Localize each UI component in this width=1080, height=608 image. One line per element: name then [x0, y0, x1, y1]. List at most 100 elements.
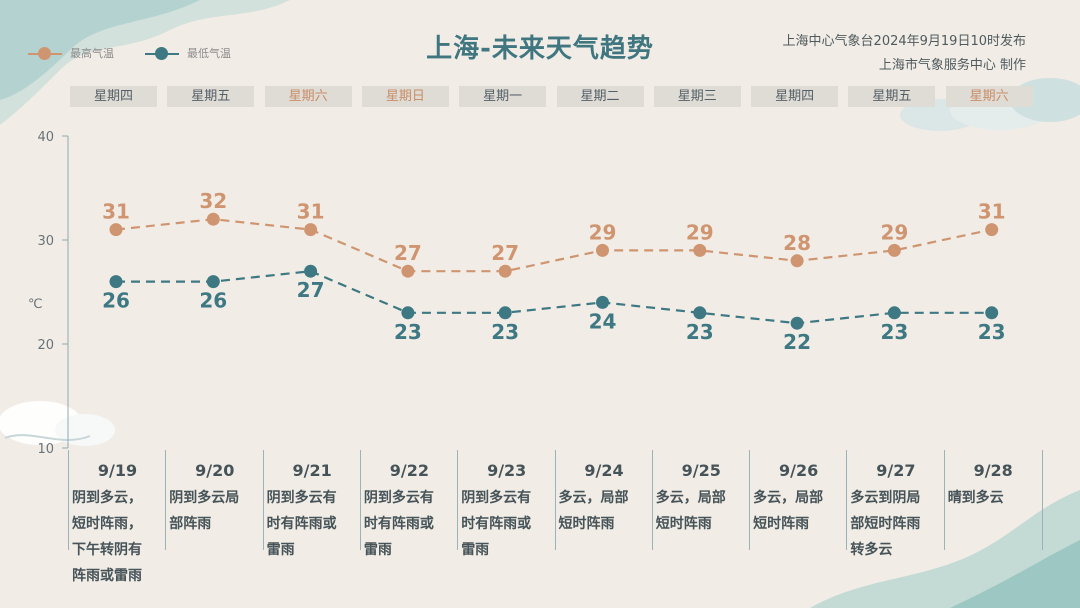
data-point-high — [401, 264, 415, 278]
forecast-day-column: 9/19 阴到多云， 短时阵雨， 下午转阴有 阵雨或雷雨 — [68, 450, 166, 584]
decor-top-left-wave — [0, 0, 290, 125]
page-title: 上海-未来天气趋势 — [426, 34, 654, 64]
data-point-high — [109, 223, 123, 237]
data-point-low — [109, 275, 123, 289]
data-label-low: 23 — [491, 320, 519, 344]
weekday-label: 星期五 — [167, 86, 255, 107]
data-point-low — [596, 295, 609, 309]
forecast-date: 9/25 — [681, 461, 721, 480]
forecast-weather-text: 多云到阴局 部短时阵雨 转多云 — [850, 490, 921, 558]
data-point-high — [693, 243, 707, 257]
forecast-weather-text: 阴到多云有 时有阵雨或 雷雨 — [461, 490, 532, 558]
forecast-day-column: 9/23 阴到多云有 时有阵雨或 雷雨 — [457, 450, 555, 558]
data-label-high: 29 — [880, 220, 908, 244]
forecast-date: 9/21 — [292, 461, 332, 480]
data-point-low — [887, 306, 901, 320]
y-tick-label: 10 — [37, 442, 54, 457]
weekday-label: 星期六 — [945, 86, 1033, 107]
data-point-low — [790, 316, 804, 330]
forecast-day-column: 9/27 多云到阴局 部短时阵雨 转多云 — [846, 450, 944, 558]
forecast-day-column: 9/21 阴到多云有 时有阵雨或 雷雨 — [262, 450, 361, 558]
forecast-date: 9/23 — [487, 461, 527, 480]
data-label-high: 27 — [394, 241, 422, 265]
legend-dot-high — [38, 47, 51, 60]
data-point-high — [985, 223, 999, 237]
data-point-low — [985, 306, 999, 320]
weekday-label: 星期五 — [848, 86, 936, 107]
forecast-weather-text: 多云，局部 短时阵雨 — [655, 490, 726, 532]
data-label-high: 32 — [199, 189, 227, 213]
forecast-date: 9/26 — [778, 461, 819, 480]
data-label-low: 23 — [686, 320, 714, 344]
data-label-low: 23 — [978, 320, 1006, 344]
forecast-day-column: 9/24 多云，局部 短时阵雨 — [554, 450, 653, 550]
forecast-weather-text: 多云，局部 短时阵雨 — [558, 490, 629, 532]
data-point-low — [206, 275, 220, 289]
forecast-date: 9/28 — [973, 461, 1013, 480]
data-label-low: 26 — [102, 289, 130, 313]
forecast-day-column: 9/26 多云，局部 短时阵雨 — [749, 450, 847, 550]
series-line-low — [116, 270, 992, 325]
data-point-low — [304, 264, 318, 278]
weekday-label: 星期二 — [556, 86, 644, 107]
publisher-line-2: 上海市气象服务中心 制作 — [878, 58, 1026, 73]
weekday-label: 星期四 — [70, 86, 157, 107]
data-point-high — [790, 254, 804, 268]
forecast-weather-text: 阴到多云， 短时阵雨， 下午转阴有 阵雨或雷雨 — [72, 490, 142, 584]
weekday-label: 星期六 — [264, 86, 352, 107]
decor-bottom-right-wave — [810, 490, 1080, 608]
data-label-high: 31 — [978, 200, 1006, 224]
y-tick-label: 20 — [37, 338, 54, 353]
data-point-low — [401, 306, 415, 320]
data-label-low: 22 — [783, 330, 811, 354]
forecast-weather-text: 阴到多云局 部阵雨 — [169, 490, 240, 532]
legend-label-low: 最低气温 — [187, 47, 231, 60]
weekday-label: 星期日 — [361, 86, 449, 107]
forecast-day-column: 9/25 多云，局部 短时阵雨 — [651, 450, 750, 550]
forecast-date: 9/20 — [195, 461, 235, 480]
data-point-high — [596, 243, 609, 257]
data-point-low — [693, 306, 707, 320]
weekday-label: 星期一 — [459, 86, 547, 107]
data-label-low: 24 — [589, 309, 617, 333]
data-label-high: 31 — [297, 200, 325, 224]
y-tick-label: 30 — [37, 234, 54, 249]
forecast-weather-text: 阴到多云有 时有阵雨或 雷雨 — [266, 490, 337, 558]
forecast-day-column: 9/20 阴到多云局 部阵雨 — [165, 450, 263, 550]
forecast-day-column: 9/22 阴到多云有 时有阵雨或 雷雨 — [359, 450, 458, 558]
data-label-high: 27 — [491, 241, 519, 265]
forecast-date: 9/27 — [876, 461, 916, 480]
forecast-date: 9/24 — [584, 461, 624, 480]
data-point-high — [498, 264, 512, 278]
publisher-info: 上海中心气象台2024年9月19日10时发布 上海市气象服务中心 制作 — [783, 30, 1026, 78]
data-label-high: 28 — [783, 231, 811, 255]
data-label-high: 29 — [686, 220, 714, 244]
data-point-high — [206, 212, 220, 226]
data-label-high: 31 — [102, 200, 130, 224]
y-axis-label: ℃ — [28, 297, 43, 312]
forecast-table: 9/19 阴到多云， 短时阵雨， 下午转阴有 阵雨或雷雨 9/20 阴到多云局 部阵雨… — [68, 450, 1043, 584]
forecast-weather-text: 阴到多云有 时有阵雨或 雷雨 — [363, 490, 434, 558]
weekday-label: 星期四 — [751, 86, 839, 107]
publisher-line-1: 上海中心气象台2024年9月19日10时发布 — [782, 34, 1026, 49]
decor-cloud-left — [0, 401, 115, 446]
data-label-low: 27 — [297, 278, 325, 302]
data-label-low: 26 — [199, 289, 227, 313]
forecast-day-column: 9/28 晴到多云 — [943, 450, 1043, 550]
data-point-high — [887, 243, 901, 257]
data-label-low: 23 — [394, 320, 422, 344]
series-line-high — [115, 218, 992, 273]
forecast-date: 9/19 — [97, 461, 138, 480]
forecast-weather-text: 多云，局部 短时阵雨 — [753, 490, 824, 532]
weekday-label: 星期三 — [653, 86, 741, 107]
data-label-low: 23 — [880, 320, 908, 344]
forecast-weather-text: 晴到多云 — [947, 490, 1004, 506]
data-point-high — [304, 223, 318, 237]
legend-dot-low — [155, 47, 168, 60]
y-tick-label: 40 — [37, 130, 54, 145]
legend-label-high: 最高气温 — [70, 47, 114, 60]
data-point-low — [498, 306, 512, 320]
forecast-date: 9/22 — [389, 461, 430, 480]
data-label-high: 29 — [589, 220, 617, 244]
